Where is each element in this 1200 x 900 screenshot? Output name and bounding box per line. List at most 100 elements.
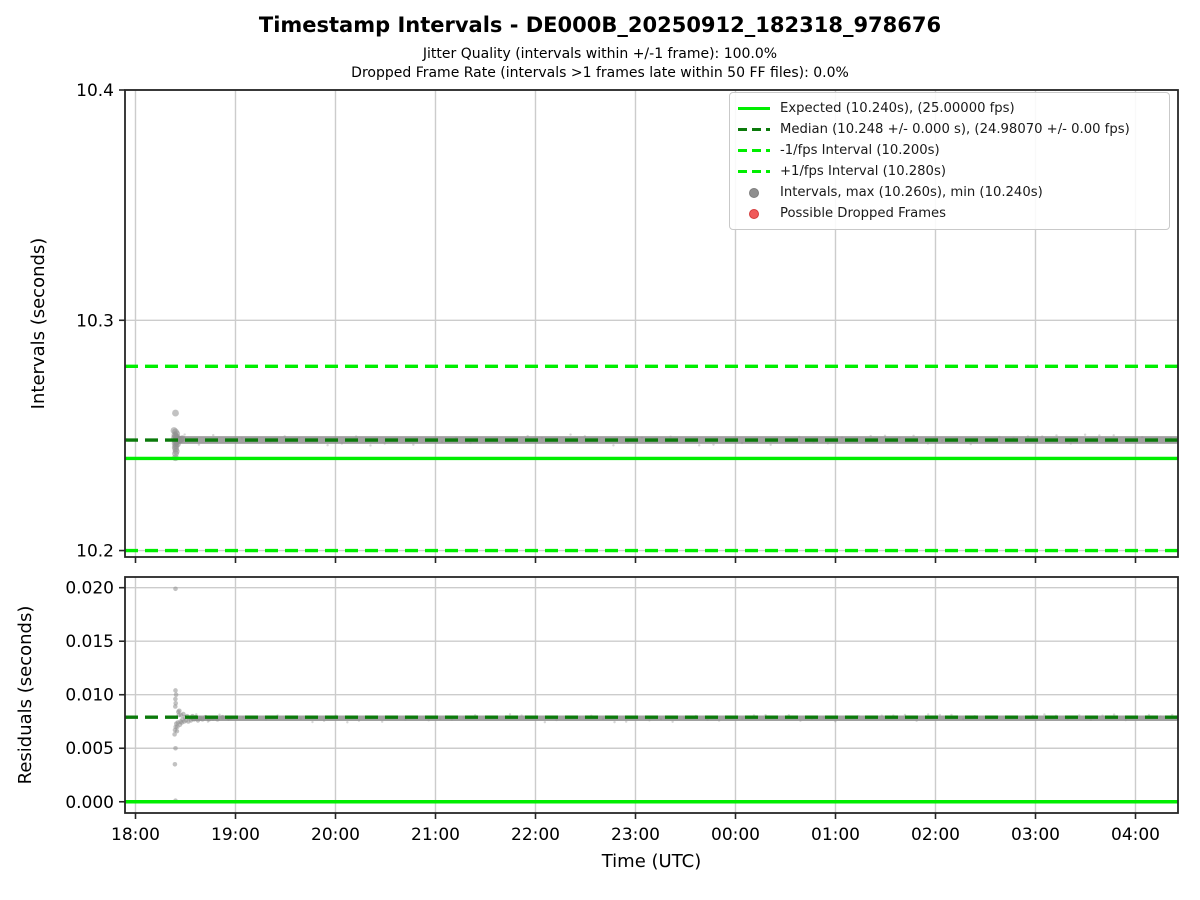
interval-band-fuzz-point: [926, 442, 930, 445]
dropped-frame-rate-subtitle: Dropped Frame Rate (intervals >1 frames …: [351, 65, 849, 81]
interval-point: [172, 732, 177, 737]
interval-point: [173, 586, 178, 592]
interval-band-fuzz-point: [612, 444, 615, 447]
interval-band-fuzz-point: [1078, 714, 1081, 717]
legend-item-dropped-frames: Possible Dropped Frames: [738, 203, 1161, 224]
legend-glyph: [738, 148, 770, 153]
y-tick-label: 10.3: [76, 311, 114, 331]
interval-band-fuzz-point: [898, 436, 901, 440]
interval-band-fuzz-point: [822, 716, 825, 719]
x-tick-label: 22:00: [511, 825, 560, 845]
interval-point: [173, 745, 178, 751]
interval-band-fuzz-point: [938, 713, 942, 717]
legend-glyph: [738, 169, 770, 174]
interval-band-fuzz-point: [439, 717, 442, 720]
interval-band-fuzz-point: [712, 443, 715, 446]
interval-band-fuzz-point: [369, 444, 372, 447]
interval-point: [173, 688, 178, 693]
interval-band-fuzz-point: [1124, 718, 1127, 722]
interval-band-fuzz-point: [998, 435, 1001, 439]
y-tick-label: 0.000: [65, 793, 114, 813]
legend-glyph: [738, 106, 770, 111]
interval-band-fuzz-point: [601, 717, 605, 721]
legend-label: Median (10.248 +/- 0.000 s), (24.98070 +…: [780, 122, 1130, 137]
interval-band-fuzz-point: [669, 435, 672, 438]
legend-glyph: [749, 208, 759, 219]
interval-band-fuzz-point: [357, 719, 361, 723]
interval-band-fuzz-point: [183, 433, 186, 436]
interval-band-fuzz-point: [283, 435, 286, 438]
interval-band-fuzz-point: [412, 443, 415, 446]
legend-marker-median-line-icon: [738, 127, 770, 132]
interval-band-fuzz-point: [798, 435, 801, 439]
interval-point: [173, 704, 178, 709]
x-tick-label: 04:00: [1111, 825, 1160, 845]
interval-band-fuzz-point: [197, 443, 201, 446]
interval-band-fuzz-point: [769, 443, 772, 446]
interval-band-fuzz-point: [840, 436, 844, 439]
interval-band-fuzz-point: [741, 717, 744, 720]
y-axis-label: Intervals (seconds): [28, 238, 49, 410]
interval-band-fuzz-point: [1069, 442, 1073, 445]
legend: Expected (10.240s), (25.00000 fps) Median…: [729, 92, 1170, 230]
x-tick-label: 20:00: [311, 825, 360, 845]
interval-band-fuzz-point: [740, 441, 744, 445]
x-tick-label: 19:00: [211, 825, 260, 845]
plot-border: [124, 89, 1179, 558]
interval-band-fuzz-point: [717, 719, 721, 722]
x-tick-label: 01:00: [811, 825, 860, 845]
interval-band-fuzz-point: [462, 716, 465, 719]
legend-item-minus-1fps: -1/fps Interval (10.200s): [738, 140, 1161, 161]
interval-band-fuzz-point: [912, 434, 915, 437]
interval-band-fuzz-point: [683, 716, 686, 720]
interval-band-fuzz-point: [346, 721, 349, 724]
interval-band-fuzz-point: [540, 436, 544, 440]
interval-band-fuzz-point: [659, 717, 663, 721]
interval-band-fuzz-point: [299, 717, 303, 720]
jitter-quality-subtitle: Jitter Quality (intervals within +/-1 fr…: [422, 46, 778, 62]
interval-band-fuzz-point: [1026, 435, 1030, 438]
interval-band-fuzz-point: [311, 720, 314, 724]
chart-title: Timestamp Intervals - DE000B_20250912_18…: [258, 13, 942, 37]
x-tick-label: 21:00: [411, 825, 460, 845]
y-tick-label: 0.010: [65, 686, 114, 706]
interval-band-fuzz-point: [569, 433, 572, 436]
interval-band-fuzz-point: [640, 436, 644, 439]
legend-glyph: [749, 187, 759, 198]
y-tick-label: 10.2: [76, 542, 114, 562]
y-tick-label: 0.005: [65, 739, 114, 759]
interval-band-fuzz-point: [648, 719, 651, 722]
interval-band-fuzz-point: [1043, 713, 1046, 716]
interval-point: [177, 708, 182, 714]
x-tick-label: 23:00: [611, 825, 660, 845]
interval-band-fuzz-point: [624, 720, 628, 723]
interval-band-fuzz-point: [1098, 434, 1101, 437]
interval-band-fuzz-point: [1112, 713, 1116, 716]
interval-band-fuzz-point: [1055, 434, 1058, 437]
interval-band-fuzz-point: [520, 714, 523, 717]
interval-band-fuzz-point: [212, 433, 215, 437]
legend-label: Intervals, max (10.260s), min (10.240s): [780, 185, 1043, 200]
x-tick-label: 03:00: [1011, 825, 1060, 845]
interval-point: [220, 714, 225, 720]
interval-band-fuzz-point: [950, 713, 953, 717]
interval-band-fuzz-point: [383, 442, 386, 445]
legend-label: Possible Dropped Frames: [780, 206, 947, 221]
y-tick-label: 0.015: [65, 632, 114, 652]
interval-point: [178, 435, 186, 443]
interval-band-fuzz-point: [1041, 435, 1044, 438]
interval-band-fuzz-point: [869, 434, 872, 438]
interval-band-fuzz-point: [526, 434, 529, 438]
interval-point: [173, 696, 178, 702]
interval-band-fuzz-point: [543, 720, 547, 724]
interval-band-fuzz-point: [450, 718, 454, 721]
interval-band-fuzz-point: [1159, 715, 1162, 718]
interval-band-fuzz-point: [497, 440, 501, 443]
legend-item-median: Median (10.248 +/- 0.000 s), (24.98070 +…: [738, 119, 1161, 140]
interval-band-fuzz-point: [927, 713, 930, 716]
interval-band-fuzz-point: [915, 719, 918, 722]
interval-band-fuzz-point: [1101, 714, 1104, 717]
legend-marker-intervals-dot-icon: [738, 187, 770, 198]
legend-item-expected: Expected (10.240s), (25.00000 fps): [738, 98, 1161, 119]
